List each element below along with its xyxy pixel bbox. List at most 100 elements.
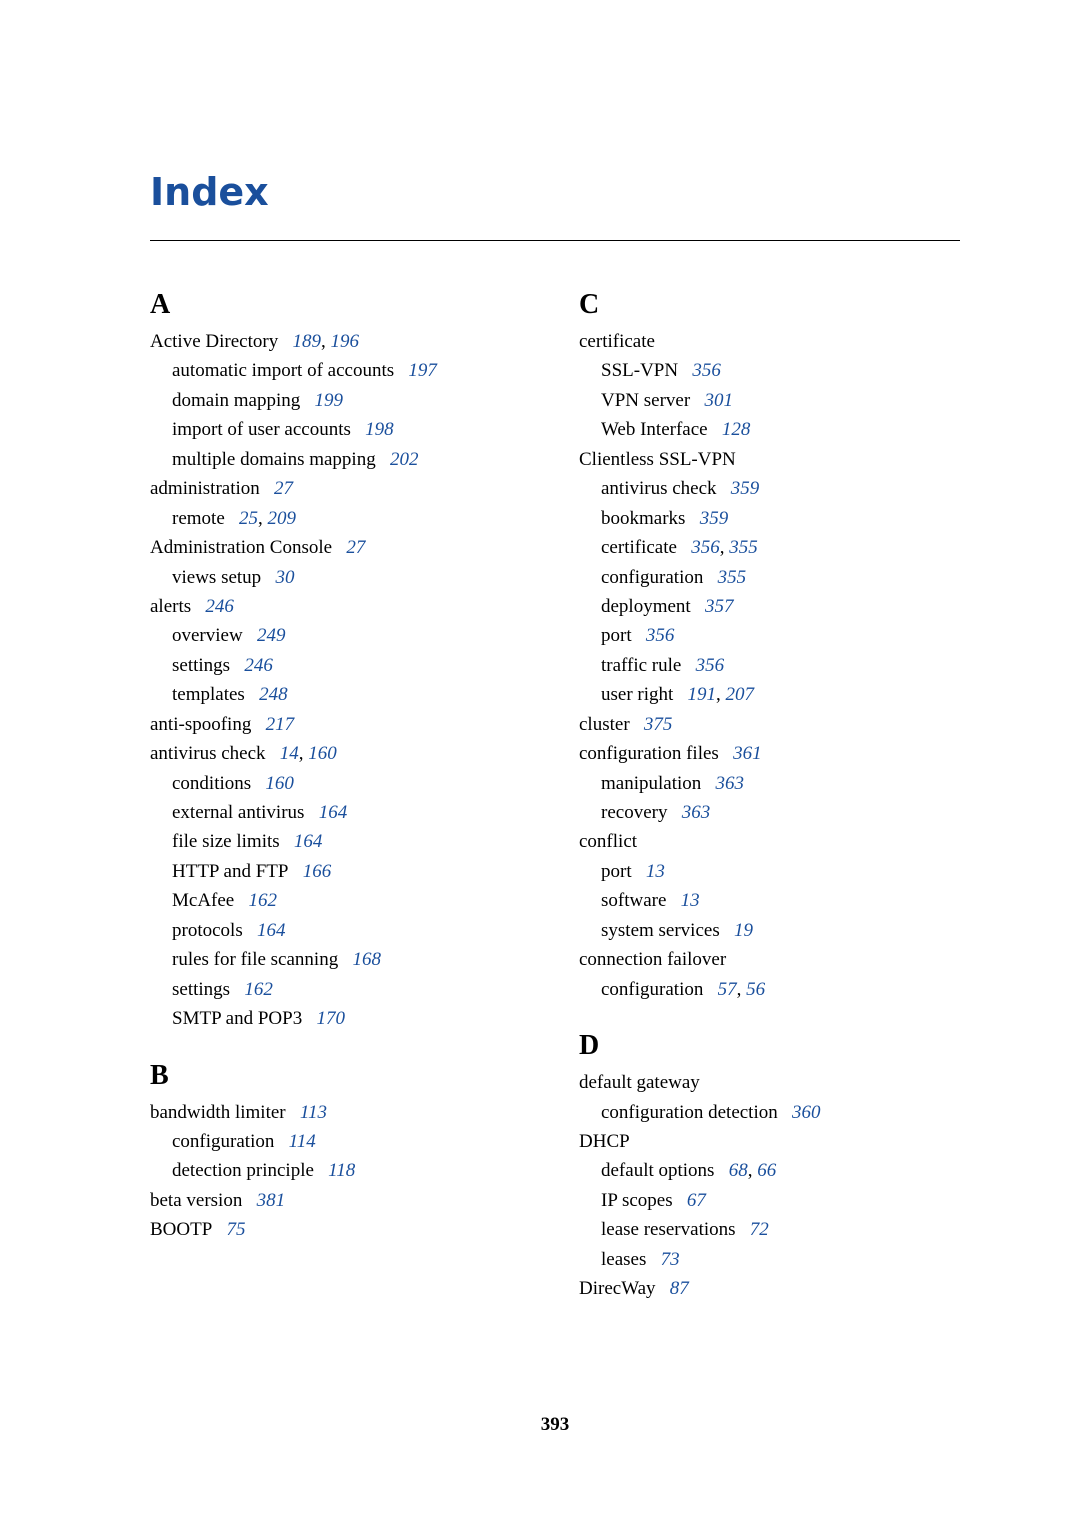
page-ref[interactable]: 356 bbox=[696, 655, 725, 676]
index-subterm: deployment bbox=[601, 596, 691, 617]
index-term: Administration Console bbox=[150, 537, 332, 558]
index-subterm: views setup bbox=[172, 567, 261, 588]
page-ref[interactable]: 363 bbox=[716, 773, 745, 794]
index-subentry: settings 246 bbox=[150, 651, 531, 680]
page-ref[interactable]: 360 bbox=[792, 1102, 821, 1123]
page-ref[interactable]: 381 bbox=[257, 1190, 286, 1211]
page-ref[interactable]: 162 bbox=[249, 890, 278, 911]
page-ref[interactable]: 197 bbox=[408, 360, 437, 381]
page-ref[interactable]: 30 bbox=[275, 567, 294, 588]
index-subentry: antivirus check 359 bbox=[579, 474, 960, 503]
page-ref[interactable]: 166 bbox=[303, 861, 332, 882]
index-letter: C bbox=[579, 289, 960, 321]
index-subentry: deployment 357 bbox=[579, 592, 960, 621]
page-ref[interactable]: 170 bbox=[316, 1008, 345, 1029]
page-ref[interactable]: 164 bbox=[294, 831, 323, 852]
index-term: default gateway bbox=[579, 1072, 700, 1093]
page-ref[interactable]: 25, 209 bbox=[239, 508, 296, 529]
page-ref[interactable]: 160 bbox=[265, 773, 294, 794]
index-letter: D bbox=[579, 1030, 960, 1062]
index-entry: default gateway bbox=[579, 1068, 960, 1097]
page-ref[interactable]: 68, 66 bbox=[729, 1160, 777, 1181]
index-subentry: external antivirus 164 bbox=[150, 798, 531, 827]
index-subentry: rules for file scanning 168 bbox=[150, 945, 531, 974]
index-subentry: default options 68, 66 bbox=[579, 1156, 960, 1185]
page-ref[interactable]: 19 bbox=[734, 920, 753, 941]
index-entry: configuration files 361 bbox=[579, 739, 960, 768]
page-ref[interactable]: 202 bbox=[390, 449, 419, 470]
page-ref[interactable]: 356 bbox=[646, 625, 675, 646]
page-ref[interactable]: 67 bbox=[687, 1190, 706, 1211]
index-entry: alerts 246 bbox=[150, 592, 531, 621]
index-subentry: settings 162 bbox=[150, 975, 531, 1004]
page-ref[interactable]: 191, 207 bbox=[688, 684, 755, 705]
page-ref[interactable]: 361 bbox=[733, 743, 762, 764]
column-right: CcertificateSSL-VPN 356VPN server 301Web… bbox=[579, 281, 960, 1304]
page-ref[interactable]: 113 bbox=[300, 1102, 327, 1123]
page-ref[interactable]: 356 bbox=[692, 360, 721, 381]
page-ref[interactable]: 359 bbox=[731, 478, 760, 499]
index-subterm: settings bbox=[172, 979, 230, 1000]
page-ref[interactable]: 14, 160 bbox=[280, 743, 337, 764]
title-rule bbox=[150, 240, 960, 241]
index-subterm: automatic import of accounts bbox=[172, 360, 394, 381]
index-term: Active Directory bbox=[150, 331, 278, 352]
page-ref[interactable]: 73 bbox=[661, 1249, 680, 1270]
page-ref[interactable]: 357 bbox=[705, 596, 734, 617]
index-subterm: settings bbox=[172, 655, 230, 676]
index-term: DirecWay bbox=[579, 1278, 656, 1299]
index-subterm: leases bbox=[601, 1249, 646, 1270]
page-ref[interactable]: 13 bbox=[646, 861, 665, 882]
page-ref[interactable]: 375 bbox=[644, 714, 673, 735]
page-ref[interactable]: 87 bbox=[670, 1278, 689, 1299]
index-entry: certificate bbox=[579, 327, 960, 356]
page-ref[interactable]: 57, 56 bbox=[718, 979, 766, 1000]
page-ref[interactable]: 359 bbox=[700, 508, 729, 529]
page-ref[interactable]: 246 bbox=[244, 655, 273, 676]
page-ref[interactable]: 168 bbox=[352, 949, 381, 970]
page-ref[interactable]: 301 bbox=[704, 390, 733, 411]
index-subentry: protocols 164 bbox=[150, 916, 531, 945]
index-subterm: HTTP and FTP bbox=[172, 861, 288, 882]
index-entry: BOOTP 75 bbox=[150, 1215, 531, 1244]
page-ref[interactable]: 246 bbox=[205, 596, 234, 617]
index-subterm: multiple domains mapping bbox=[172, 449, 376, 470]
page-ref[interactable]: 363 bbox=[682, 802, 711, 823]
index-term: BOOTP bbox=[150, 1219, 212, 1240]
index-entry: DHCP bbox=[579, 1127, 960, 1156]
page-ref[interactable]: 128 bbox=[722, 419, 751, 440]
page-ref[interactable]: 164 bbox=[257, 920, 286, 941]
page-ref[interactable]: 199 bbox=[314, 390, 343, 411]
index-subentry: configuration 114 bbox=[150, 1127, 531, 1156]
page-ref[interactable]: 217 bbox=[266, 714, 295, 735]
index-subterm: bookmarks bbox=[601, 508, 685, 529]
page-ref[interactable]: 118 bbox=[328, 1160, 355, 1181]
index-entry: connection failover bbox=[579, 945, 960, 974]
page-ref[interactable]: 27 bbox=[346, 537, 365, 558]
index-term: antivirus check bbox=[150, 743, 266, 764]
page-ref[interactable]: 249 bbox=[257, 625, 286, 646]
page-ref[interactable]: 162 bbox=[244, 979, 273, 1000]
page-ref[interactable]: 72 bbox=[750, 1219, 769, 1240]
page-ref[interactable]: 114 bbox=[289, 1131, 316, 1152]
index-term: beta version bbox=[150, 1190, 242, 1211]
index-subterm: detection principle bbox=[172, 1160, 314, 1181]
index-entry: anti-spoofing 217 bbox=[150, 710, 531, 739]
page-ref[interactable]: 356, 355 bbox=[691, 537, 758, 558]
page-ref[interactable]: 13 bbox=[681, 890, 700, 911]
page-ref[interactable]: 198 bbox=[365, 419, 394, 440]
index-subentry: recovery 363 bbox=[579, 798, 960, 827]
page-ref[interactable]: 75 bbox=[227, 1219, 246, 1240]
page-ref[interactable]: 189, 196 bbox=[292, 331, 359, 352]
index-entry: beta version 381 bbox=[150, 1186, 531, 1215]
index-entry: conflict bbox=[579, 827, 960, 856]
index-term: Clientless SSL-VPN bbox=[579, 449, 736, 470]
page-ref[interactable]: 27 bbox=[274, 478, 293, 499]
index-subentry: views setup 30 bbox=[150, 563, 531, 592]
page-ref[interactable]: 164 bbox=[319, 802, 348, 823]
page-ref[interactable]: 248 bbox=[259, 684, 288, 705]
index-subterm: file size limits bbox=[172, 831, 280, 852]
page-ref[interactable]: 355 bbox=[718, 567, 747, 588]
index-subentry: system services 19 bbox=[579, 916, 960, 945]
index-subentry: configuration 355 bbox=[579, 563, 960, 592]
